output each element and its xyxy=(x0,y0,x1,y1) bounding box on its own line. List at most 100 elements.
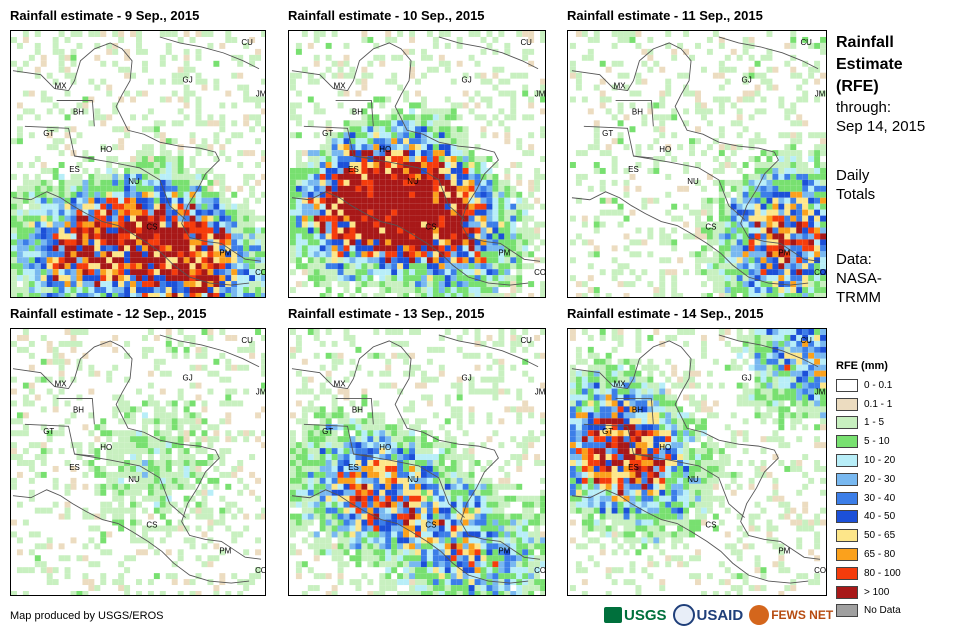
rainfall-cell xyxy=(796,138,803,145)
rainfall-cell xyxy=(599,150,606,157)
country-border xyxy=(12,191,250,286)
rainfall-cell xyxy=(136,215,142,222)
rainfall-cell xyxy=(420,156,427,163)
rainfall-cell xyxy=(379,173,386,180)
rainfall-cell xyxy=(153,227,160,234)
rainfall-cell xyxy=(82,281,89,288)
rainfall-cell xyxy=(130,471,137,478)
rainfall-cell xyxy=(522,346,529,353)
rainfall-cell xyxy=(516,209,523,216)
rainfall-cell xyxy=(313,78,320,85)
rainfall-cell xyxy=(130,525,137,532)
rainfall-cell xyxy=(820,239,826,246)
rainfall-cell xyxy=(237,489,244,496)
rainfall-cell xyxy=(367,465,374,472)
country-label: NU xyxy=(128,177,140,186)
rainfall-cell xyxy=(355,167,362,174)
rainfall-cell xyxy=(397,465,404,472)
rainfall-cell xyxy=(130,197,137,204)
rainfall-cell xyxy=(450,281,457,288)
rainfall-cell xyxy=(700,221,707,228)
rainfall-cell xyxy=(403,495,410,502)
rainfall-cell xyxy=(730,209,737,216)
rainfall-cell xyxy=(195,150,202,157)
rainfall-cell xyxy=(403,358,410,365)
rainfall-cell xyxy=(456,477,463,484)
rainfall-cell xyxy=(88,179,95,186)
rainfall-cell xyxy=(784,179,791,186)
rainfall-cell xyxy=(569,72,576,79)
rainfall-cell xyxy=(379,60,386,67)
rainfall-cell xyxy=(772,263,779,270)
rainfall-cell xyxy=(385,364,392,371)
rainfall-cell xyxy=(337,507,344,514)
rainfall-cell xyxy=(130,263,137,270)
rainfall-cell xyxy=(373,465,380,472)
rainfall-cell xyxy=(331,215,338,222)
rainfall-cell xyxy=(147,394,154,401)
rainfall-cell xyxy=(213,370,220,377)
rainfall-cell xyxy=(219,179,226,186)
rainfall-cell xyxy=(325,460,332,466)
rainfall-cell xyxy=(486,203,493,210)
rainfall-cell xyxy=(748,257,755,264)
rainfall-cell xyxy=(492,275,499,282)
rainfall-cell xyxy=(189,412,196,419)
rainfall-cell xyxy=(671,287,678,294)
rainfall-cell xyxy=(249,221,256,228)
rainfall-cell xyxy=(147,590,154,595)
rainfall-cell xyxy=(415,215,421,222)
rainfall-cell xyxy=(581,221,588,228)
rainfall-cell xyxy=(22,281,29,288)
rainfall-cell xyxy=(504,173,511,180)
rainfall-cell xyxy=(736,96,743,103)
rainfall-cell xyxy=(136,579,142,586)
rainfall-cell xyxy=(159,221,166,228)
rainfall-cell xyxy=(201,495,208,502)
rainfall-cell xyxy=(480,489,487,496)
rainfall-cell xyxy=(231,72,238,79)
rainfall-cell xyxy=(361,513,368,520)
rainfall-cell xyxy=(177,37,184,43)
rainfall-cell xyxy=(147,167,154,174)
rainfall-cell xyxy=(70,173,77,180)
rainfall-cell xyxy=(599,78,606,85)
rainfall-cell xyxy=(325,150,332,157)
rainfall-cell xyxy=(385,114,392,121)
rainfall-cell xyxy=(82,460,89,466)
rainfall-cell xyxy=(438,233,445,240)
rainfall-cell xyxy=(623,185,630,192)
rainfall-cell xyxy=(468,96,475,103)
rainfall-cell xyxy=(522,72,529,79)
rainfall-cell xyxy=(255,477,262,484)
rainfall-cell xyxy=(106,221,113,228)
rainfall-cell xyxy=(355,483,362,490)
rainfall-cell xyxy=(295,460,302,466)
rainfall-cell xyxy=(307,442,314,449)
rainfall-cell xyxy=(355,221,362,228)
rainfall-cell xyxy=(207,454,214,461)
rainfall-cell xyxy=(444,114,451,121)
rainfall-cell xyxy=(147,442,154,449)
rainfall-cell xyxy=(94,203,101,210)
rainfall-cell xyxy=(118,269,125,276)
rainfall-cell xyxy=(438,203,445,210)
rainfall-cell xyxy=(249,209,256,216)
rainfall-cell xyxy=(289,197,296,204)
rainfall-cell xyxy=(124,239,131,246)
rainfall-cell xyxy=(52,48,59,55)
rainfall-cell xyxy=(415,293,421,297)
rainfall-cell xyxy=(486,489,493,496)
rainfall-cell xyxy=(373,54,380,61)
rainfall-cell xyxy=(415,78,421,85)
rainfall-cell xyxy=(695,221,701,228)
rainfall-cell xyxy=(486,501,493,508)
rainfall-cell xyxy=(587,275,594,282)
rainfall-cell xyxy=(231,203,238,210)
rainfall-cell xyxy=(225,275,232,282)
rainfall-cell xyxy=(724,156,731,163)
rainfall-cell xyxy=(231,120,238,127)
rainfall-cell xyxy=(177,209,184,216)
rainfall-cell xyxy=(796,72,803,79)
rainfall-cell xyxy=(403,257,410,264)
